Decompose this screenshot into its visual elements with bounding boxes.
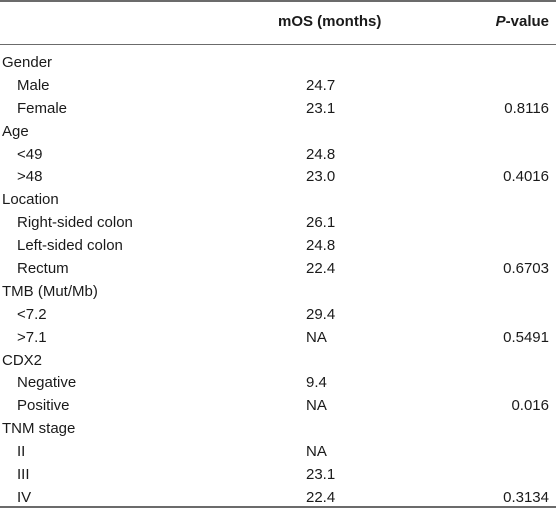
row-label: Female [17, 99, 68, 117]
row-label: IV [17, 488, 32, 506]
table-row: Male 24.7 [0, 75, 556, 98]
mos-value: 22.4 [306, 260, 336, 278]
table-group-row: CDX2 [0, 350, 556, 373]
group-label: TMB (Mut/Mb) [2, 282, 98, 300]
mos-value: 9.4 [306, 374, 327, 392]
row-label: Left-sided colon [17, 237, 123, 255]
row-label: >48 [17, 168, 43, 186]
table-row: Female 23.1 0.8116 [0, 98, 556, 121]
mos-value: 23.1 [306, 99, 336, 117]
table-row: Rectum 22.4 0.6703 [0, 258, 556, 281]
table-group-row: TMB (Mut/Mb) [0, 281, 556, 304]
mos-value: 26.1 [306, 214, 336, 232]
table-group-row: Age [0, 121, 556, 144]
mos-value: 24.7 [306, 76, 336, 94]
row-label: Negative [17, 374, 77, 392]
mos-value: 23.1 [306, 466, 336, 484]
mos-value: 24.8 [306, 237, 336, 255]
table-group-row: Gender [0, 52, 556, 75]
mos-value: NA [306, 443, 327, 461]
table-row: III 23.1 [0, 464, 556, 487]
table-row: >48 23.0 0.4016 [0, 166, 556, 189]
row-label: <49 [17, 145, 43, 163]
table-row: II NA [0, 441, 556, 464]
mos-value: 23.0 [306, 168, 336, 186]
mos-value: 24.8 [306, 145, 336, 163]
header-p-italic: P [495, 13, 506, 30]
header-mos: mOS (months) [278, 13, 382, 30]
group-label: Location [2, 191, 59, 209]
table-bottom-rule [0, 506, 556, 508]
p-value: 0.3134 [503, 488, 549, 506]
p-value: 0.5491 [503, 328, 549, 346]
table-group-row: Location [0, 189, 556, 212]
row-label: Male [17, 76, 50, 94]
row-label: II [17, 443, 26, 461]
table-row: Left-sided colon 24.8 [0, 235, 556, 258]
header-p-value: P-value [496, 11, 549, 33]
row-label: Right-sided colon [17, 214, 133, 232]
row-label: III [17, 466, 30, 484]
p-value: 0.4016 [503, 168, 549, 186]
p-value: 0.6703 [503, 260, 549, 278]
group-label: Age [2, 122, 29, 140]
p-value: 0.016 [511, 397, 549, 415]
row-label: Rectum [17, 260, 69, 278]
table-top-rule [0, 0, 556, 2]
table-row: <7.2 29.4 [0, 304, 556, 327]
group-label: CDX2 [2, 351, 43, 369]
group-label: TNM stage [2, 420, 76, 438]
table-body: Gender Male 24.7 Female 23.1 0.8116 Age <49 24.8… [0, 52, 556, 510]
table-row: Positive NA 0.016 [0, 395, 556, 418]
p-value: 0.8116 [504, 99, 549, 117]
mos-value: NA [306, 328, 327, 346]
table-row: <49 24.8 [0, 144, 556, 167]
table-group-row: TNM stage [0, 418, 556, 441]
group-label: Gender [2, 54, 53, 71]
header-rule [0, 44, 556, 45]
row-label: >7.1 [17, 328, 47, 346]
mos-value: NA [306, 397, 327, 415]
table-row: Negative 9.4 [0, 372, 556, 395]
table-row: IV 22.4 0.3134 [0, 487, 556, 510]
table-row: >7.1 NA 0.5491 [0, 327, 556, 350]
row-label: <7.2 [17, 305, 47, 323]
row-label: Positive [17, 397, 70, 415]
header-p-suffix: -value [505, 13, 549, 30]
mos-value: 29.4 [306, 305, 336, 323]
mos-value: 22.4 [306, 488, 336, 506]
table-row: Right-sided colon 26.1 [0, 212, 556, 235]
